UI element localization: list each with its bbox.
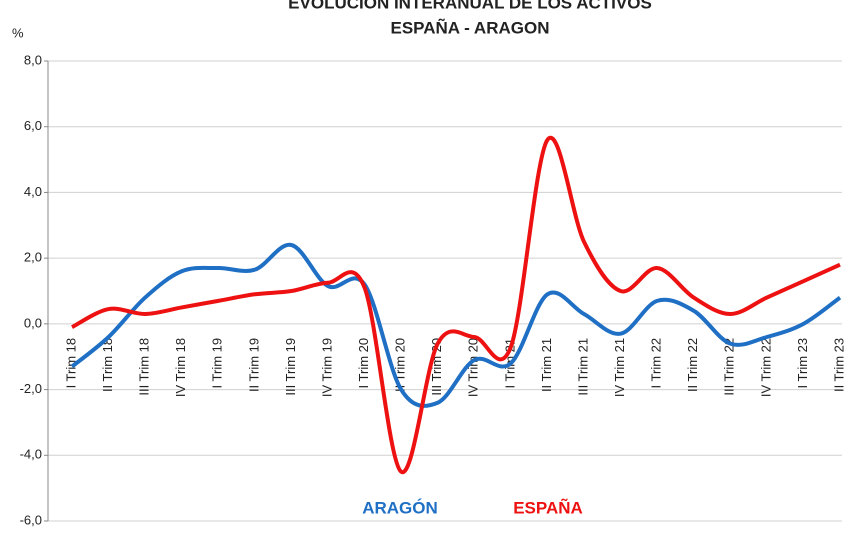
y-tick-label: 2,0 bbox=[24, 250, 42, 265]
x-tick-label: I Trim 19 bbox=[210, 338, 225, 389]
x-tick-label: II Trim 19 bbox=[246, 338, 261, 392]
y-tick-label: -6,0 bbox=[20, 512, 42, 527]
x-tick-label: III Trim 21 bbox=[575, 338, 590, 396]
x-tick-label: I Trim 18 bbox=[63, 338, 78, 389]
x-tick-label: II Trim 18 bbox=[100, 338, 115, 392]
x-tick-label: IV Trim 19 bbox=[319, 338, 334, 397]
x-tick-label: I Trim 22 bbox=[649, 338, 664, 389]
y-axis-label: % bbox=[12, 25, 24, 40]
x-tick-label: IV Trim 22 bbox=[758, 338, 773, 397]
x-tick-label: II Trim 21 bbox=[539, 338, 554, 392]
x-tick-label: III Trim 19 bbox=[283, 338, 298, 396]
x-tick-label: IV Trim 18 bbox=[173, 338, 188, 397]
line-series bbox=[70, 242, 842, 408]
x-tick-label: I Trim 20 bbox=[356, 338, 371, 389]
chart-title: EVOLUCIÓN INTERANUAL DE LOS ACTIVOS bbox=[288, 0, 652, 12]
y-tick-label: 6,0 bbox=[24, 118, 42, 133]
chart-subtitle: ESPAÑA - ARAGON bbox=[391, 17, 550, 37]
x-tick-label: II Trim 22 bbox=[685, 338, 700, 392]
legend-label: ARAGÓN bbox=[362, 498, 438, 517]
x-tick-label: III Trim 22 bbox=[722, 338, 737, 396]
y-tick-label: 0,0 bbox=[24, 315, 42, 330]
y-tick-label: -4,0 bbox=[20, 447, 42, 462]
x-tick-label: II Trim 23 bbox=[831, 338, 846, 392]
x-tick-label: III Trim 18 bbox=[137, 338, 152, 396]
y-tick-label: 8,0 bbox=[24, 52, 42, 67]
x-tick-label: I Trim 23 bbox=[795, 338, 810, 389]
y-tick-label: 4,0 bbox=[24, 184, 42, 199]
x-tick-label: IV Trim 21 bbox=[612, 338, 627, 397]
line-series bbox=[71, 135, 841, 474]
x-tick-label: IV Trim 20 bbox=[466, 338, 481, 397]
y-tick-label: -2,0 bbox=[20, 381, 42, 396]
legend-label: ESPAÑA bbox=[513, 497, 583, 517]
